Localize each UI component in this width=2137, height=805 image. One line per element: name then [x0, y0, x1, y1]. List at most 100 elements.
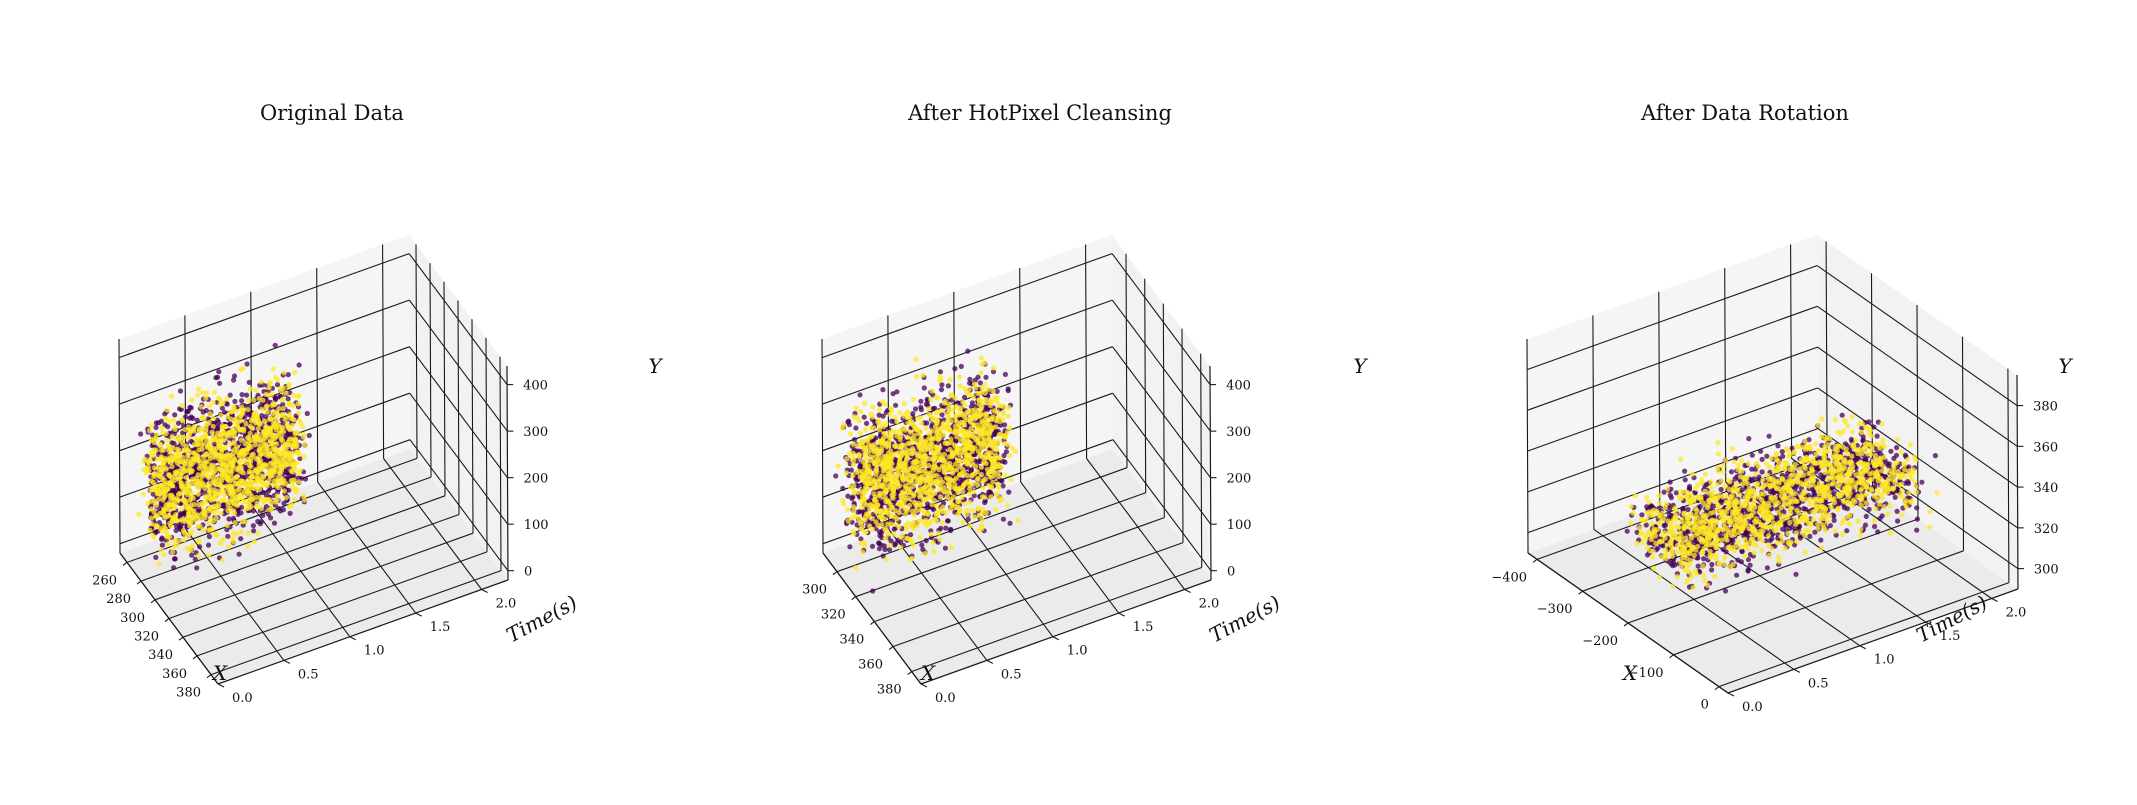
scatter-point	[948, 544, 954, 551]
scatter-point	[958, 363, 964, 369]
scatter-point	[200, 390, 206, 396]
scatter-point	[879, 508, 885, 514]
y-axis-label: Y	[648, 354, 663, 378]
scatter-point	[225, 544, 232, 550]
scatter-point	[961, 394, 968, 400]
x-tick-label: 280	[106, 592, 131, 607]
scatter-point	[195, 472, 201, 478]
scatter-point	[178, 480, 184, 486]
scatter-point	[1005, 388, 1011, 394]
scatter-point	[877, 407, 883, 413]
scatter-point	[239, 392, 245, 398]
scatter-point	[853, 405, 859, 411]
scatter-point	[909, 435, 915, 441]
scatter-point	[901, 466, 907, 472]
scatter-point	[997, 418, 1003, 425]
y-tick-label: 200	[1227, 472, 1252, 487]
scatter-point	[287, 503, 293, 510]
scatter-point	[928, 470, 934, 476]
scatter-point	[207, 488, 213, 494]
scatter-point	[960, 437, 967, 444]
scatter-point	[922, 550, 928, 556]
scatter-point	[975, 390, 981, 396]
scatter-point	[207, 481, 213, 487]
scatter-point	[886, 547, 893, 553]
scatter-point	[148, 487, 154, 493]
scatter-point	[928, 397, 934, 403]
scatter-point	[914, 374, 920, 380]
scatter-point	[167, 534, 173, 540]
scatter-point	[277, 451, 283, 457]
scatter-point	[238, 465, 244, 471]
scatter-point	[955, 458, 961, 464]
scatter-point	[964, 508, 970, 514]
x-tick-mark	[870, 621, 875, 626]
scatter-point	[254, 494, 260, 501]
scatter-point	[883, 509, 890, 515]
scatter-point	[264, 446, 271, 453]
time-tick-label: 1.0	[1067, 644, 1088, 659]
scatter-point	[268, 416, 274, 422]
scatter-point	[877, 490, 883, 496]
scatter-point	[147, 428, 153, 434]
scatter-point	[287, 436, 293, 442]
scatter-point	[913, 508, 919, 514]
scatter-point	[199, 415, 205, 422]
y-tick-label: 400	[1226, 379, 1251, 394]
scatter-point	[956, 499, 962, 505]
scatter-point	[220, 468, 226, 475]
scatter-point	[1872, 523, 1878, 530]
y-tick-label: 0	[1227, 565, 1235, 580]
scatter-point	[280, 401, 286, 407]
scatter-point	[857, 392, 863, 398]
scatter-point	[295, 401, 301, 407]
scatter-point	[153, 424, 159, 431]
x-tick-mark	[851, 596, 856, 601]
scatter-point	[953, 418, 959, 424]
scatter-point	[894, 516, 900, 522]
scatter-point	[893, 402, 899, 408]
scatter-point	[204, 421, 210, 427]
scatter-point	[287, 411, 293, 417]
scatter-point	[223, 424, 229, 430]
scatter-point	[216, 500, 222, 507]
x-gridline	[457, 300, 460, 515]
x-tick-mark	[150, 599, 156, 604]
scatter-point	[854, 469, 860, 475]
scatter-point	[182, 518, 188, 525]
scatter-point	[972, 463, 979, 470]
scatter-point	[930, 480, 936, 486]
scatter-point	[195, 552, 202, 559]
scatter-point	[914, 459, 920, 465]
scatter-point	[948, 526, 954, 532]
scatter-point	[1914, 505, 1920, 511]
scatter-point	[161, 552, 167, 558]
scatter-point	[1874, 433, 1880, 439]
scatter-point	[931, 548, 937, 555]
scatter-point	[251, 538, 257, 545]
scatter-point	[904, 410, 910, 416]
scatter-point	[206, 521, 212, 527]
scatter-point	[246, 501, 252, 508]
scatter-point	[161, 477, 167, 483]
scatter-point	[967, 499, 973, 505]
scatter-point	[953, 486, 959, 492]
scatter-point	[873, 519, 879, 525]
scatter-point	[898, 427, 904, 433]
scatter-point	[1818, 537, 1824, 543]
scatter-point	[159, 542, 165, 548]
scatter-point	[176, 447, 182, 453]
scatter-point	[271, 455, 277, 461]
scatter-point	[906, 480, 912, 486]
scatter-point	[862, 400, 868, 406]
scatter-point	[213, 515, 219, 521]
scatter-point	[862, 444, 868, 451]
scatter-point	[258, 379, 264, 385]
scatter-point	[177, 388, 184, 394]
scatter-point	[138, 431, 144, 437]
x-tick-label: 360	[162, 667, 187, 682]
scatter-point	[851, 437, 858, 443]
scatter-point	[847, 544, 853, 550]
time-tick-label: 0.0	[935, 691, 956, 706]
